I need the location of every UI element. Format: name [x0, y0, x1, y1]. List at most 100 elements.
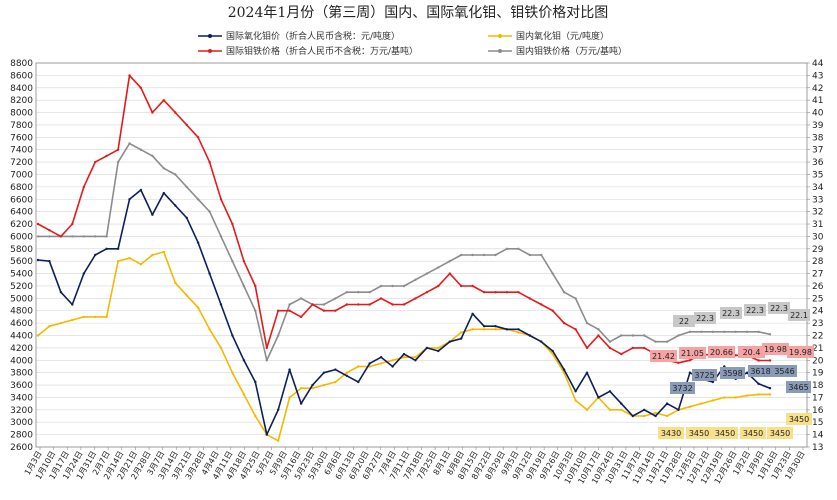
series-point-2 — [208, 160, 211, 164]
legend-item-intl-ferro: 国际钼铁价格（折合人民币不含税：万元/基吨） — [198, 45, 418, 57]
series-point-3 — [219, 235, 223, 238]
series-point-0 — [631, 414, 634, 418]
gridlines — [36, 62, 807, 448]
series-point-1 — [185, 294, 188, 297]
y-left-tick-label: 8800 — [10, 59, 33, 69]
y-right-tick-label: 43 — [812, 71, 823, 81]
series-point-3 — [151, 154, 154, 158]
legend-label-intl-oxide: 国际氧化钼价（折合人民币含税：元/吨度） — [226, 30, 400, 42]
series-point-0 — [151, 213, 154, 216]
series-point-1 — [757, 393, 760, 396]
y-right-tick-label: 30 — [812, 232, 824, 242]
y-left-tick-label: 6400 — [10, 208, 33, 218]
callout-ferro-domestic-label: 22 — [679, 317, 689, 326]
series-point-3 — [711, 330, 714, 333]
series-point-3 — [162, 167, 165, 170]
series-point-1 — [734, 396, 737, 399]
series-point-2 — [185, 123, 188, 127]
series-point-2 — [311, 303, 314, 306]
y-right-tick-label: 39 — [812, 121, 824, 131]
series-point-0 — [471, 312, 474, 315]
callout-oxide-intl-box — [692, 369, 717, 381]
y-left-tick-label: 5400 — [10, 270, 33, 280]
series-point-0 — [688, 371, 692, 374]
series-point-2 — [196, 136, 200, 139]
callout-ferro-domestic-label: 22.3 — [770, 304, 788, 313]
series-point-2 — [254, 284, 257, 288]
series-point-2 — [402, 303, 406, 306]
callout-ferro-domestic-label: 22.3 — [746, 306, 764, 315]
callout-ferro-intl-label: 20.4 — [743, 348, 761, 357]
series-point-0 — [265, 433, 268, 436]
series-point-3 — [48, 235, 51, 238]
series-point-3 — [597, 328, 600, 331]
series-point-3 — [231, 260, 234, 263]
series-point-1 — [105, 315, 108, 319]
series-point-1 — [174, 281, 177, 285]
series-point-3 — [185, 185, 188, 189]
series-point-0 — [482, 325, 486, 328]
series-point-0 — [254, 380, 257, 384]
callout-ferro-domestic-label: 22.1 — [790, 311, 808, 320]
series-point-3 — [402, 284, 406, 288]
y-left-tick-label: 5000 — [10, 294, 33, 304]
series-point-2 — [48, 229, 51, 232]
series-point-2 — [677, 361, 680, 364]
series-point-1 — [59, 321, 63, 325]
y-right-tick-label: 36 — [812, 158, 824, 168]
series-point-1 — [414, 356, 417, 359]
series-point-3 — [631, 334, 634, 337]
callout-ferro-intl-box — [679, 347, 706, 359]
y-right-tick-label: 13 — [812, 443, 823, 453]
series-point-2 — [574, 328, 577, 331]
y-left-tick-label: 5600 — [10, 257, 33, 267]
series-point-1 — [460, 331, 463, 334]
series-point-2 — [151, 111, 154, 114]
callout-oxide-domestic-label: 3450 — [743, 429, 763, 438]
series-point-3 — [94, 235, 97, 238]
y-left-tick-label: 3800 — [10, 369, 33, 379]
y-right-tick-label: 42 — [812, 84, 823, 94]
series-point-2 — [768, 359, 772, 362]
series-point-2 — [551, 309, 554, 312]
series-point-0 — [231, 334, 234, 337]
series-point-1 — [196, 306, 200, 309]
y-right-tick-label: 33 — [812, 195, 823, 205]
series-point-3 — [745, 330, 749, 333]
y-left-tick-label: 6600 — [10, 195, 33, 205]
y-right-tick-label: 28 — [812, 257, 824, 267]
series-point-1 — [688, 405, 692, 408]
series-point-0 — [288, 368, 291, 371]
series-point-0 — [768, 387, 772, 390]
series-point-0 — [71, 303, 74, 306]
callout-ferro-intl-box — [762, 343, 789, 355]
y-left-tick-label: 6800 — [10, 183, 33, 193]
series-point-3 — [71, 235, 74, 238]
series-point-2 — [59, 235, 63, 238]
series-point-0 — [379, 356, 383, 359]
y-left-tick-label: 6200 — [10, 220, 33, 230]
series-point-1 — [654, 411, 657, 415]
series-point-2 — [517, 291, 520, 294]
series-point-0 — [562, 368, 566, 371]
series-point-2 — [448, 272, 451, 275]
callout-oxide-domestic-box — [786, 413, 812, 425]
y-left-tick-label: 4400 — [10, 332, 33, 342]
callout-ferro-intl-box — [650, 350, 677, 362]
series-point-0 — [185, 216, 188, 219]
y-left-tick-label: 7000 — [10, 170, 33, 180]
callout-oxide-domestic-box — [740, 427, 766, 439]
series-point-0 — [82, 272, 86, 275]
series-point-3 — [768, 333, 772, 336]
series-point-0 — [745, 371, 749, 374]
y-right-tick-label: 17 — [812, 393, 823, 403]
y-left-tick-label: 7800 — [10, 121, 33, 131]
series-point-3 — [665, 340, 669, 343]
series-point-0 — [48, 260, 51, 263]
y-left-tick-label: 7600 — [10, 133, 33, 143]
series-point-3 — [357, 291, 360, 294]
series-point-3 — [643, 334, 646, 337]
series-point-1 — [322, 383, 326, 387]
series-point-0 — [528, 334, 531, 337]
